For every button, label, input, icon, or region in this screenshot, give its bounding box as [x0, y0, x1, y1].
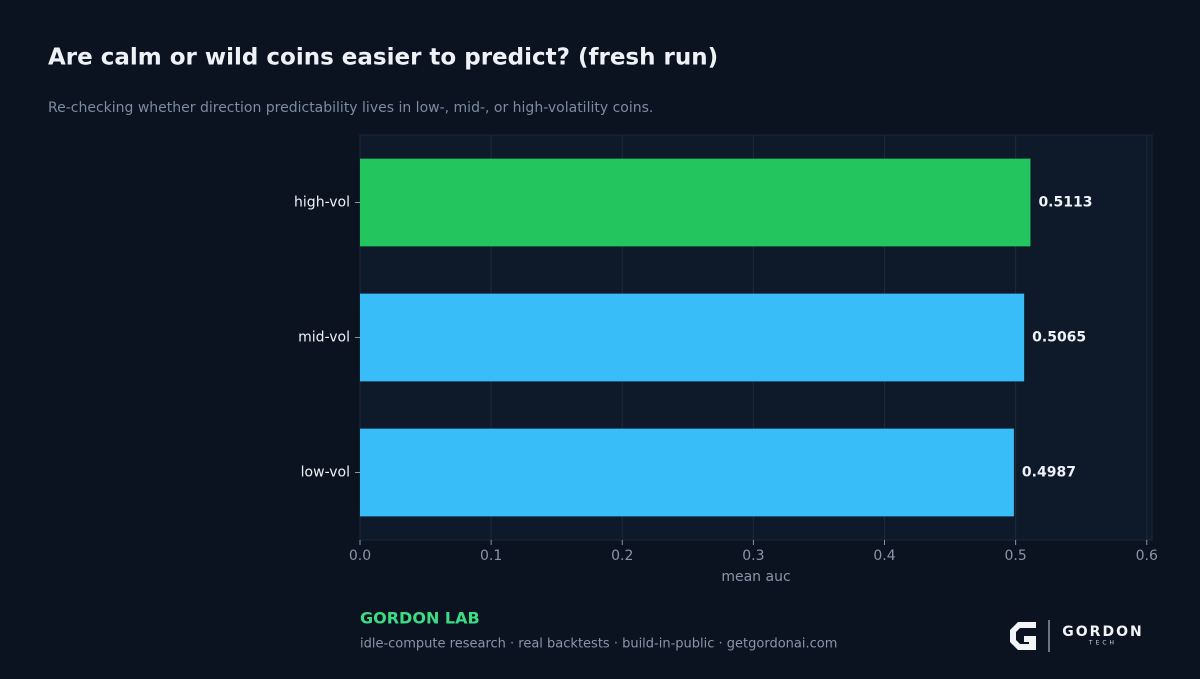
chart-subtitle: Re-checking whether direction predictabi…: [48, 100, 653, 116]
y-tick-label: low-vol: [301, 465, 350, 481]
x-tick-label: 0.1: [480, 548, 502, 564]
value-label: 0.5113: [1038, 195, 1092, 211]
x-tick-label: 0.4: [873, 548, 895, 564]
y-tick-label: high-vol: [294, 195, 350, 211]
chart-title: Are calm or wild coins easier to predict…: [48, 45, 718, 71]
logo-icon: [1010, 622, 1036, 650]
footer-brand: GORDON LAB: [360, 609, 480, 628]
value-label: 0.4987: [1022, 465, 1076, 481]
value-label: 0.5065: [1032, 330, 1086, 346]
bar: [360, 428, 1014, 517]
x-tick-label: 0.6: [1136, 548, 1158, 564]
x-tick-label: 0.2: [611, 548, 633, 564]
logo: GORDON TECH: [1010, 620, 1143, 652]
x-tick-label: 0.3: [742, 548, 764, 564]
logo-sub: TECH: [1088, 640, 1117, 647]
footer-tagline: idle-compute research · real backtests ·…: [360, 637, 837, 652]
bar: [360, 158, 1031, 247]
x-tick-label: 0.5: [1004, 548, 1026, 564]
bar: [360, 293, 1025, 382]
x-tick-label: 0.0: [349, 548, 371, 564]
logo-name: GORDON: [1062, 624, 1143, 640]
y-tick-label: mid-vol: [298, 330, 350, 346]
x-axis-label: mean auc: [721, 569, 790, 585]
